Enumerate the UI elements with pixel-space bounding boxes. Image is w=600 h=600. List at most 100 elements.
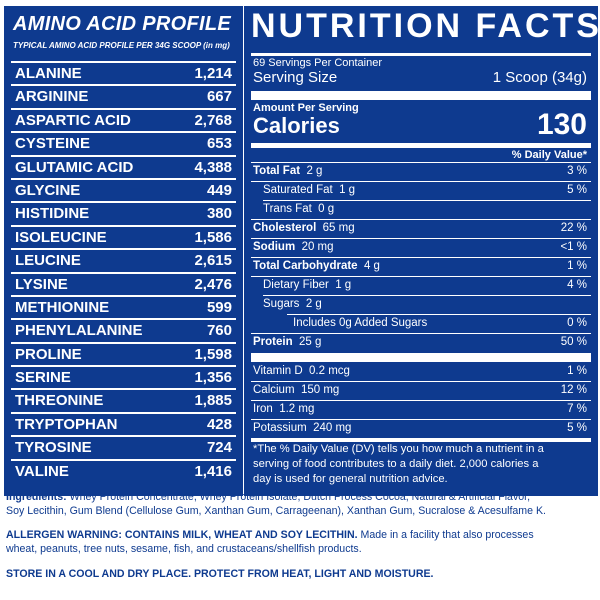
potassium-label: Potassium (253, 422, 307, 434)
total-fat-dv: 3 % (567, 165, 587, 177)
amino-value: 449 (206, 181, 232, 199)
divider (287, 314, 591, 315)
amino-name: ASPARTIC ACID (15, 111, 131, 129)
amino-row: CYSTEINE 653 (11, 131, 236, 154)
amino-name: THREONINE (15, 392, 104, 410)
dv-header: % Daily Value* (511, 149, 587, 161)
allergen-text-2: wheat, peanuts, tree nuts, sesame, fish,… (6, 543, 362, 555)
divider (251, 257, 591, 258)
divider (251, 238, 591, 239)
amino-row: ISOLEUCINE 1,586 (11, 224, 236, 248)
amino-value: 1,356 (194, 369, 232, 387)
amino-name: SERINE (15, 369, 71, 387)
amino-name: HISTIDINE (15, 205, 90, 223)
amino-row: TRYPTOPHAN 428 (11, 411, 236, 435)
sodium-row: Sodium 20 mg (253, 241, 334, 253)
vitamin-d-row: Vitamin D 0.2 mcg (253, 365, 350, 377)
protein-row: Protein 25 g (253, 336, 321, 348)
amino-name: PROLINE (15, 345, 82, 363)
amino-row: ARGININE 667 (11, 84, 236, 107)
sodium-amount: 20 mg (301, 241, 334, 253)
divider (251, 162, 591, 163)
amino-row: METHIONINE 599 (11, 294, 236, 318)
ingredients-line-1: Ingredients: Whey Protein Concentrate, W… (6, 491, 530, 503)
amino-name: GLUTAMIC ACID (15, 158, 134, 176)
amino-value: 667 (206, 88, 232, 106)
amino-value: 724 (206, 439, 232, 457)
divider-thick (251, 438, 591, 442)
amino-row: TYROSINE 724 (11, 435, 236, 458)
amino-subtitle: TYPICAL AMINO ACID PROFILE PER 34G SCOOP… (13, 41, 230, 50)
amino-name: ISOLEUCINE (15, 228, 107, 246)
cholesterol-dv: 22 % (560, 222, 587, 234)
divider (251, 219, 591, 220)
amino-name: GLYCINE (15, 181, 81, 199)
fiber-label: Dietary Fiber (263, 279, 329, 291)
amino-row: LYSINE 2,476 (11, 271, 236, 295)
amino-row: ALANINE 1,214 (11, 61, 236, 84)
ingredients-text-1: Whey Protein Concentrate, Whey Protein I… (69, 491, 531, 503)
amino-name: LYSINE (15, 275, 68, 293)
amino-value: 1,416 (194, 462, 232, 480)
amino-row: ASPARTIC ACID 2,768 (11, 107, 236, 131)
ingredients-label: Ingredients: (6, 491, 67, 503)
sat-fat-amount: 1 g (339, 184, 356, 196)
trans-fat-amount: 0 g (318, 203, 335, 215)
amino-rows: ALANINE 1,214 ARGININE 667 ASPARTIC ACID 2,76… (11, 61, 236, 482)
amino-row: PROLINE 1,598 (11, 341, 236, 365)
amino-title: AMINO ACID PROFILE (13, 13, 231, 35)
iron-label: Iron (253, 403, 273, 415)
allergen-text-1: Made in a facility that also processes (360, 529, 534, 541)
amino-value: 2,768 (194, 111, 232, 129)
sat-fat-row: Saturated Fat 1 g (263, 184, 355, 196)
protein-label: Protein (253, 336, 293, 348)
amino-name: ALANINE (15, 65, 82, 82)
amino-name: TYROSINE (15, 439, 92, 457)
divider (251, 333, 591, 334)
amino-name: METHIONINE (15, 298, 110, 316)
protein-dv: 50 % (560, 336, 587, 348)
trans-fat-row: Trans Fat 0 g (263, 203, 334, 215)
protein-amount: 25 g (299, 336, 322, 348)
amino-acid-panel: AMINO ACID PROFILE TYPICAL AMINO ACID PR… (4, 6, 243, 496)
cholesterol-label: Cholesterol (253, 222, 317, 234)
vitamin-d-amount: 0.2 mcg (309, 365, 350, 377)
amino-value: 1,214 (194, 65, 232, 82)
calories-label: Calories (253, 113, 340, 138)
nutrition-facts-panel: NUTRITION FACTS 69 Servings Per Containe… (244, 6, 600, 496)
amino-value: 1,586 (194, 228, 232, 246)
amino-row: VALINE 1,416 (11, 458, 236, 482)
ingredients-text-2: Soy Lecithin, Gum Blend (Cellulose Gum, … (6, 505, 546, 517)
serving-size-label: Serving Size (253, 69, 338, 86)
amino-value: 428 (206, 415, 232, 433)
carbs-label: Total Carbohydrate (253, 260, 358, 272)
divider (263, 295, 591, 296)
vitamin-d-label: Vitamin D (253, 365, 303, 377)
divider-thick (251, 91, 591, 100)
added-sugars-dv: 0 % (567, 317, 587, 329)
amino-row: THREONINE 1,885 (11, 388, 236, 411)
amino-value: 653 (206, 135, 232, 153)
divider (251, 381, 591, 382)
calories-value: 130 (536, 108, 587, 141)
sat-fat-label: Saturated Fat (263, 184, 333, 196)
nutrition-title: NUTRITION FACTS (251, 7, 600, 45)
total-fat-amount: 2 g (306, 165, 323, 177)
amino-row: GLYCINE 449 (11, 177, 236, 201)
amino-row: HISTIDINE 380 (11, 201, 236, 224)
storage-instructions: STORE IN A COOL AND DRY PLACE. PROTECT F… (6, 568, 434, 580)
amino-value: 1,885 (194, 392, 232, 410)
divider (251, 276, 591, 277)
total-fat-label: Total Fat (253, 165, 301, 177)
allergen-label: ALLERGEN WARNING: CONTAINS MILK, WHEAT A… (6, 529, 358, 541)
footnote-line-1: *The % Daily Value (DV) tells you how mu… (253, 443, 544, 455)
fiber-dv: 4 % (567, 279, 587, 291)
vitamin-d-dv: 1 % (567, 365, 587, 377)
amino-value: 1,598 (194, 345, 232, 363)
fiber-row: Dietary Fiber 1 g (263, 279, 351, 291)
sugars-label: Sugars (263, 298, 300, 310)
amino-value: 599 (206, 298, 232, 316)
trans-fat-label: Trans Fat (263, 203, 312, 215)
amino-value: 2,615 (194, 252, 232, 270)
iron-amount: 1.2 mg (279, 403, 315, 415)
